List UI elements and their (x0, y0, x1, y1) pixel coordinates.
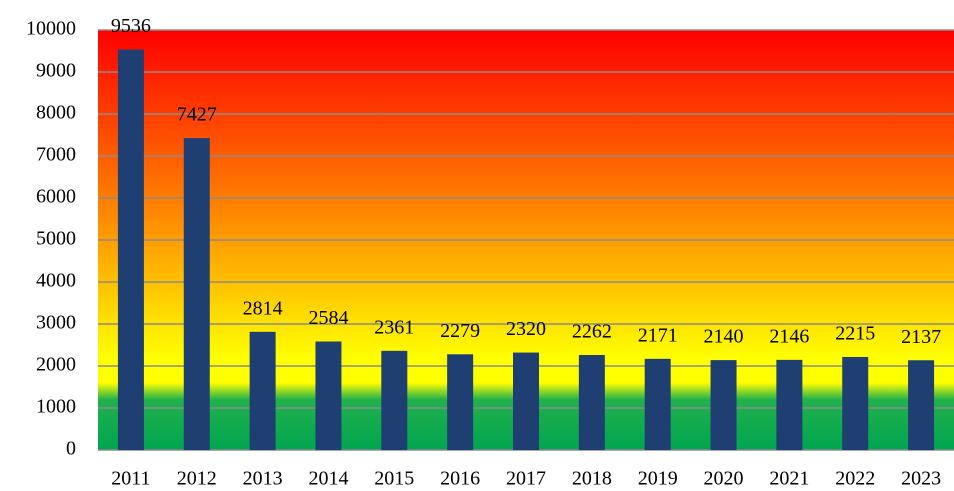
bar (776, 359, 803, 450)
data-label: 2137 (901, 326, 941, 348)
y-tick-label: 7000 (36, 144, 76, 166)
data-label: 2279 (440, 320, 480, 342)
data-label: 9536 (111, 15, 151, 37)
bar (513, 352, 539, 450)
x-tick-label: 2016 (440, 468, 480, 490)
y-tick-label: 3000 (36, 312, 76, 334)
data-label: 2262 (572, 321, 612, 343)
data-label: 2171 (638, 324, 678, 346)
data-label: 2215 (835, 323, 875, 345)
y-tick-label: 4000 (36, 270, 76, 292)
bar (447, 354, 474, 450)
data-label: 2584 (308, 307, 348, 329)
x-tick-label: 2015 (374, 468, 414, 490)
x-tick-label: 2019 (638, 468, 678, 490)
x-tick-label: 2022 (835, 468, 875, 490)
bar (117, 49, 144, 450)
bar (644, 358, 671, 450)
y-tick-label: 6000 (36, 186, 76, 208)
bar (710, 360, 737, 450)
x-tick-label: 2018 (572, 468, 612, 490)
x-tick-label: 2023 (901, 468, 941, 490)
x-tick-label: 2013 (243, 468, 283, 490)
y-tick-label: 0 (66, 438, 76, 460)
y-tick-label: 8000 (36, 102, 76, 124)
x-tick-label: 2012 (177, 468, 217, 490)
data-label: 2814 (243, 297, 283, 319)
data-label: 2140 (704, 326, 744, 348)
y-tick-label: 10000 (26, 18, 76, 40)
x-tick-label: 2017 (506, 468, 546, 490)
bar (578, 354, 605, 450)
bar (908, 360, 935, 450)
x-tick-label: 2021 (769, 468, 809, 490)
y-tick-label: 5000 (36, 228, 76, 250)
data-label: 2146 (769, 325, 809, 347)
data-label: 7427 (177, 104, 217, 126)
x-tick-label: 2011 (111, 468, 150, 490)
y-tick-label: 1000 (36, 396, 76, 418)
bar (381, 350, 408, 450)
y-tick-label: 9000 (36, 60, 76, 82)
bar (315, 341, 342, 450)
bar (183, 138, 210, 451)
y-tick-label: 2000 (36, 354, 76, 376)
x-tick-label: 2014 (308, 468, 348, 490)
x-tick-label: 2020 (704, 468, 744, 490)
data-label: 2361 (374, 316, 414, 338)
bar (249, 331, 276, 450)
bar (842, 356, 869, 450)
data-label: 2320 (506, 318, 546, 340)
